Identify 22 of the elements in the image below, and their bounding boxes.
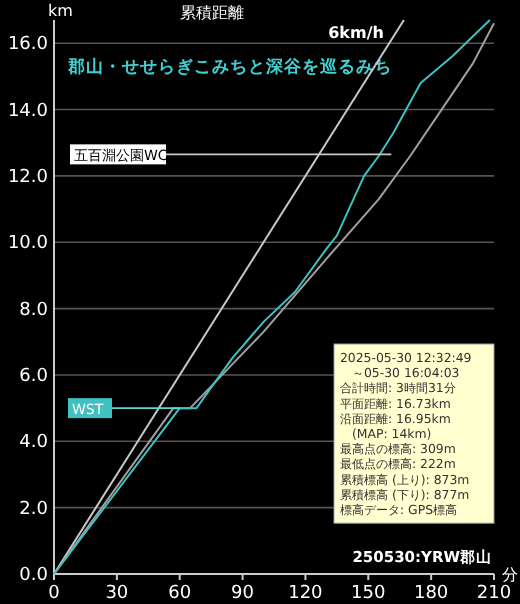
series-label: 6km/h <box>328 24 385 42</box>
text: 郡山・せせらぎこみちと深谷を巡るみち <box>66 56 392 78</box>
y-tick-label: 14.0 <box>7 101 49 122</box>
y-tick-label: 4.0 <box>19 433 49 454</box>
x-tick-label: 210 <box>476 584 512 604</box>
y-tick-label: 2.0 <box>19 499 49 520</box>
x-tick-label: 0 <box>48 584 61 604</box>
x-tick-label: 180 <box>413 584 449 604</box>
y-tick-label: 6.0 <box>19 366 49 387</box>
x-tick-label: 120 <box>288 584 324 604</box>
x-tick-label: 90 <box>231 584 255 604</box>
chart-subtitle: 累積距離 <box>180 4 244 22</box>
y-tick-label: 0.0 <box>19 566 49 586</box>
y-tick-label: 10.0 <box>7 234 49 255</box>
x-tick-label: 30 <box>105 584 129 604</box>
y-tick-label: 8.0 <box>19 300 49 321</box>
y-axis-title: km <box>48 2 74 20</box>
y-tick-label: 12.0 <box>7 167 49 188</box>
y-tick-label: 16.0 <box>7 35 49 56</box>
x-axis-title: 分 <box>502 566 518 584</box>
x-tick-label: 150 <box>351 584 386 604</box>
x-tick-label: 60 <box>168 584 192 604</box>
